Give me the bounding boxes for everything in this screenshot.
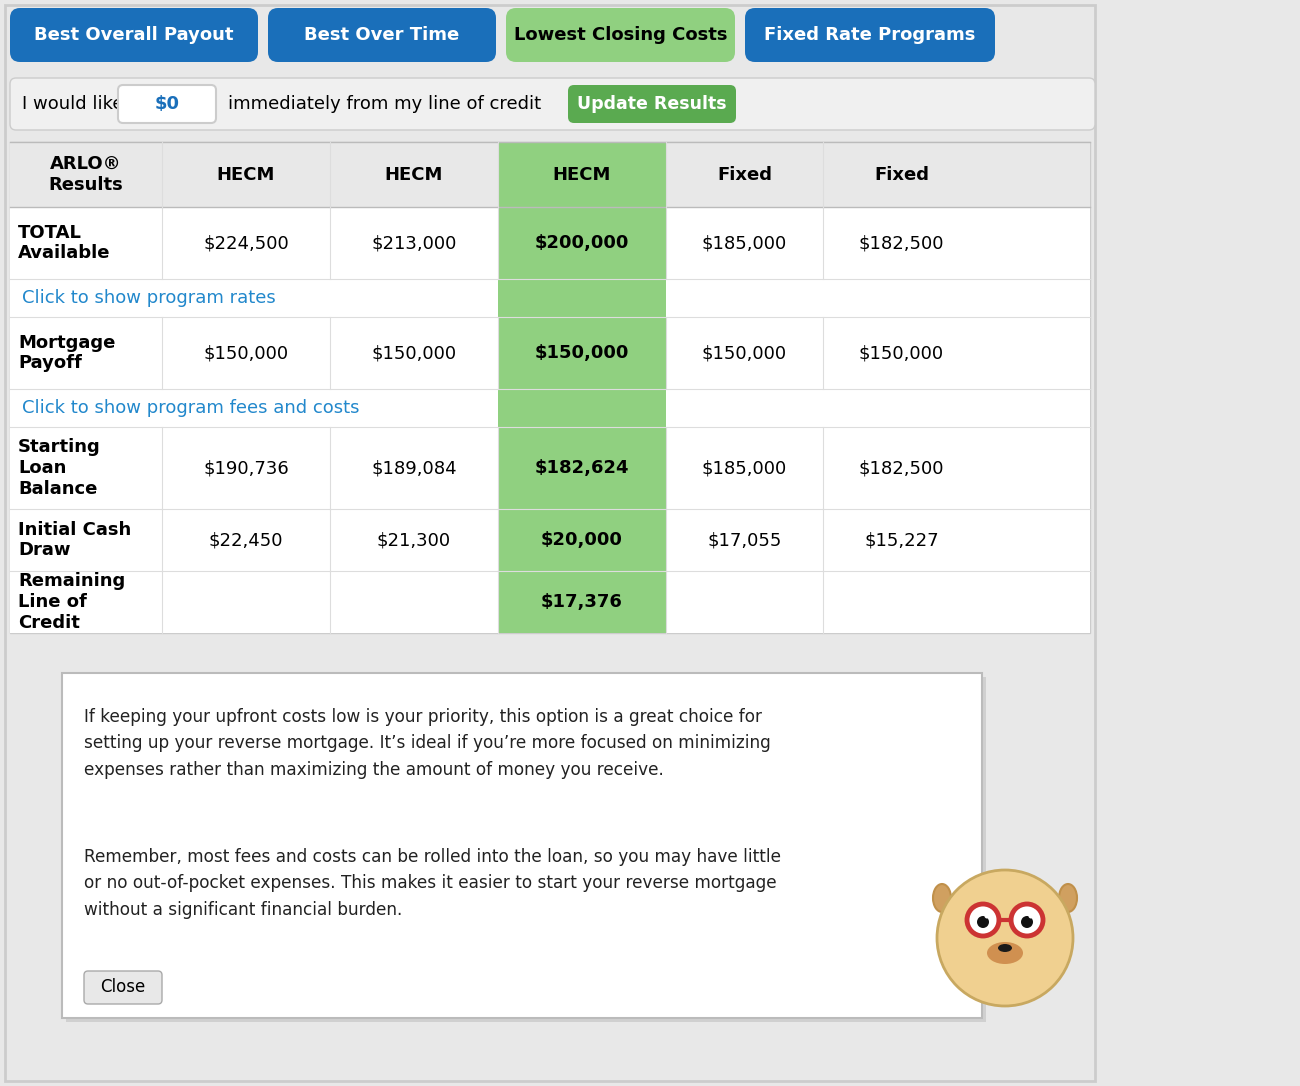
Text: If keeping your upfront costs low is your priority, this option is a great choic: If keeping your upfront costs low is you… <box>84 708 771 779</box>
Bar <box>498 142 666 207</box>
Text: Best Overall Payout: Best Overall Payout <box>34 26 234 45</box>
Text: $182,500: $182,500 <box>859 233 944 252</box>
FancyBboxPatch shape <box>10 8 257 62</box>
Text: TOTAL
Available: TOTAL Available <box>18 224 111 263</box>
Bar <box>498 142 666 633</box>
Text: $150,000: $150,000 <box>203 344 289 362</box>
Text: ARLO®
Results: ARLO® Results <box>48 155 124 194</box>
Bar <box>5 5 1095 1081</box>
Bar <box>10 207 1089 279</box>
Text: $22,450: $22,450 <box>209 531 283 550</box>
Bar <box>10 279 1089 317</box>
Text: $17,055: $17,055 <box>707 531 781 550</box>
Text: $182,500: $182,500 <box>859 459 944 477</box>
Text: $15,227: $15,227 <box>864 531 939 550</box>
Bar <box>10 509 1089 571</box>
FancyBboxPatch shape <box>118 85 216 123</box>
FancyBboxPatch shape <box>10 78 1095 130</box>
Bar <box>498 389 666 427</box>
Text: Best Over Time: Best Over Time <box>304 26 460 45</box>
Text: Remaining
Line of
Credit: Remaining Line of Credit <box>18 572 125 632</box>
Text: $17,376: $17,376 <box>541 593 623 611</box>
Ellipse shape <box>933 884 952 912</box>
Text: $150,000: $150,000 <box>702 344 786 362</box>
Circle shape <box>984 913 989 919</box>
Text: $185,000: $185,000 <box>702 233 786 252</box>
Text: $150,000: $150,000 <box>372 344 456 362</box>
Text: Remember, most fees and costs can be rolled into the loan, so you may have littl: Remember, most fees and costs can be rol… <box>84 848 781 919</box>
Bar <box>498 427 666 509</box>
Bar <box>66 677 985 1022</box>
Circle shape <box>978 915 989 929</box>
Text: Fixed: Fixed <box>718 165 772 184</box>
Text: Update Results: Update Results <box>577 94 727 113</box>
Text: HECM: HECM <box>217 165 276 184</box>
Circle shape <box>937 870 1072 1006</box>
Text: Fixed: Fixed <box>874 165 929 184</box>
FancyBboxPatch shape <box>268 8 497 62</box>
Text: $200,000: $200,000 <box>534 233 629 252</box>
Text: $224,500: $224,500 <box>203 233 289 252</box>
Bar <box>498 317 666 389</box>
Text: $150,000: $150,000 <box>859 344 944 362</box>
Bar <box>498 571 666 633</box>
Circle shape <box>1020 915 1034 929</box>
Text: Fixed Rate Programs: Fixed Rate Programs <box>764 26 976 45</box>
Text: $213,000: $213,000 <box>372 233 456 252</box>
Bar <box>498 279 666 317</box>
FancyBboxPatch shape <box>84 971 162 1003</box>
Bar <box>498 509 666 571</box>
Text: $20,000: $20,000 <box>541 531 623 550</box>
FancyBboxPatch shape <box>745 8 994 62</box>
Text: $150,000: $150,000 <box>534 344 629 362</box>
FancyBboxPatch shape <box>506 8 734 62</box>
Ellipse shape <box>1060 884 1076 912</box>
Bar <box>10 389 1089 427</box>
Text: HECM: HECM <box>552 165 611 184</box>
Text: Close: Close <box>100 978 146 997</box>
Ellipse shape <box>998 944 1011 952</box>
Circle shape <box>967 904 998 936</box>
FancyBboxPatch shape <box>568 85 736 123</box>
Text: $189,084: $189,084 <box>372 459 456 477</box>
Text: Mortgage
Payoff: Mortgage Payoff <box>18 333 116 372</box>
Bar <box>62 673 981 1018</box>
Text: I would like: I would like <box>22 94 124 113</box>
Text: Starting
Loan
Balance: Starting Loan Balance <box>18 438 101 497</box>
Bar <box>10 571 1089 633</box>
Circle shape <box>1011 904 1043 936</box>
Text: $21,300: $21,300 <box>377 531 451 550</box>
Text: $190,736: $190,736 <box>203 459 289 477</box>
Bar <box>10 142 1089 207</box>
Text: $185,000: $185,000 <box>702 459 786 477</box>
Text: Initial Cash
Draw: Initial Cash Draw <box>18 520 131 559</box>
Bar <box>10 317 1089 389</box>
Bar <box>498 207 666 279</box>
Bar <box>10 427 1089 509</box>
Text: Click to show program rates: Click to show program rates <box>22 289 276 307</box>
Text: HECM: HECM <box>385 165 443 184</box>
Text: Click to show program fees and costs: Click to show program fees and costs <box>22 399 360 417</box>
Text: $182,624: $182,624 <box>534 459 629 477</box>
Bar <box>10 142 1089 633</box>
Text: Lowest Closing Costs: Lowest Closing Costs <box>514 26 727 45</box>
Text: $0: $0 <box>155 94 179 113</box>
Circle shape <box>1028 913 1034 919</box>
Text: immediately from my line of credit: immediately from my line of credit <box>227 94 541 113</box>
Ellipse shape <box>987 942 1023 964</box>
